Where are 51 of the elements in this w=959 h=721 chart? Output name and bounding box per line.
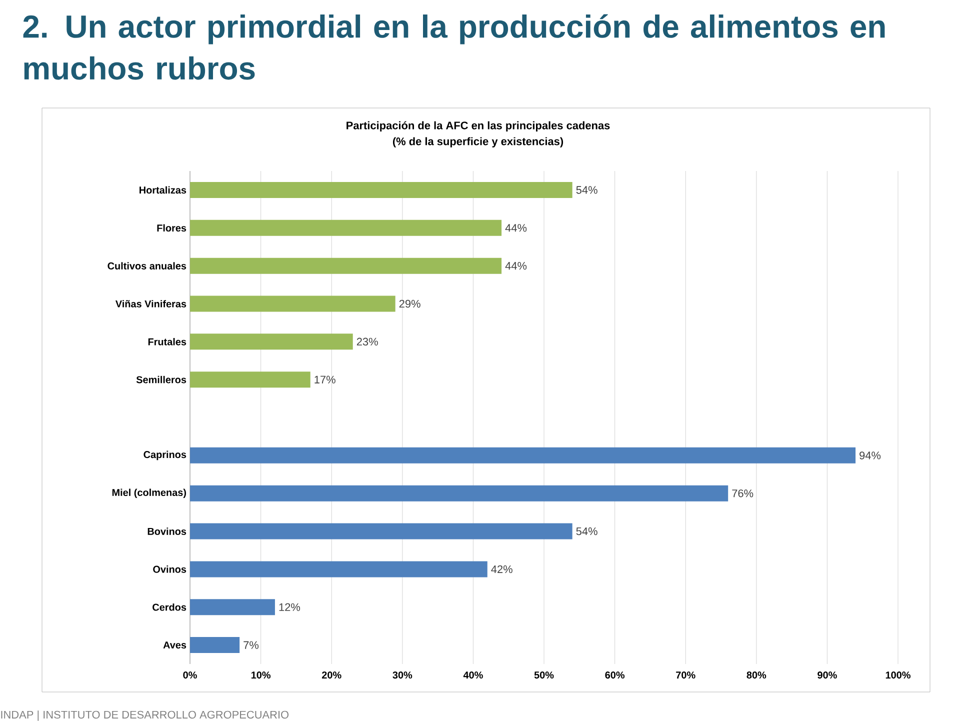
- x-tick-label: 20%: [322, 672, 342, 679]
- data-label: 54%: [576, 527, 598, 536]
- chart-subtitle: Participación de la AFC en las principales cadenas: [346, 121, 610, 132]
- x-tick-label: 50%: [534, 672, 554, 679]
- x-tick-label: 100%: [886, 672, 910, 679]
- data-label: 94%: [860, 452, 881, 460]
- bar: [190, 258, 502, 274]
- bar: [190, 485, 728, 502]
- x-tick-label: 10%: [251, 672, 271, 679]
- y-tick-label: Flores: [157, 224, 186, 232]
- x-tick-label: 30%: [392, 672, 412, 679]
- y-tick-label: Cultivos anuales: [108, 262, 186, 270]
- bar: [190, 296, 396, 312]
- bar: [190, 334, 353, 350]
- y-tick-label: Aves: [163, 642, 186, 649]
- bar: [190, 599, 275, 616]
- y-tick-label: Ovinos: [153, 566, 186, 573]
- text: INDAP | INSTITUTO DE DESARROLLO AGROPECUARIO: [1, 710, 289, 721]
- bar: [190, 637, 240, 654]
- x-tick-label: 40%: [463, 672, 483, 679]
- x-tick-label: 90%: [818, 672, 837, 679]
- data-label: 76%: [732, 489, 754, 498]
- data-label: 44%: [505, 262, 527, 270]
- y-tick-label: Viñas Viniferas: [115, 300, 186, 308]
- x-tick-label: 70%: [676, 672, 696, 679]
- x-tick-label: 0%: [183, 672, 197, 679]
- y-tick-label: Frutales: [148, 338, 186, 346]
- x-tick-label: 80%: [746, 672, 766, 679]
- data-label: 7%: [244, 641, 259, 649]
- bar: [190, 220, 502, 236]
- data-label: 44%: [505, 224, 527, 232]
- chart-title: 2. Un actor primordial en la producción de alimentos en muchos rubros: [23, 14, 885, 80]
- bar: [190, 561, 488, 578]
- y-tick-label: Cerdos: [152, 603, 186, 611]
- data-label: 23%: [356, 338, 378, 346]
- data-label: 12%: [279, 603, 300, 611]
- y-tick-label: Hortalizas: [140, 186, 186, 194]
- bar: [190, 523, 572, 540]
- y-tick-label: Bovinos: [148, 528, 186, 535]
- bar: [190, 372, 310, 388]
- text: (% de la superficie y existencias): [392, 137, 564, 148]
- data-label: 17%: [314, 376, 336, 384]
- y-tick-label: Caprinos: [144, 450, 186, 460]
- bar: [190, 447, 856, 464]
- y-tick-label: Miel (colmenas): [112, 488, 186, 498]
- x-tick-label: 60%: [605, 672, 625, 679]
- bar: [190, 182, 572, 198]
- y-tick-label: Semilleros: [136, 376, 186, 384]
- data-label: 29%: [399, 300, 420, 308]
- data-label: 54%: [576, 186, 598, 194]
- data-label: 42%: [491, 565, 512, 574]
